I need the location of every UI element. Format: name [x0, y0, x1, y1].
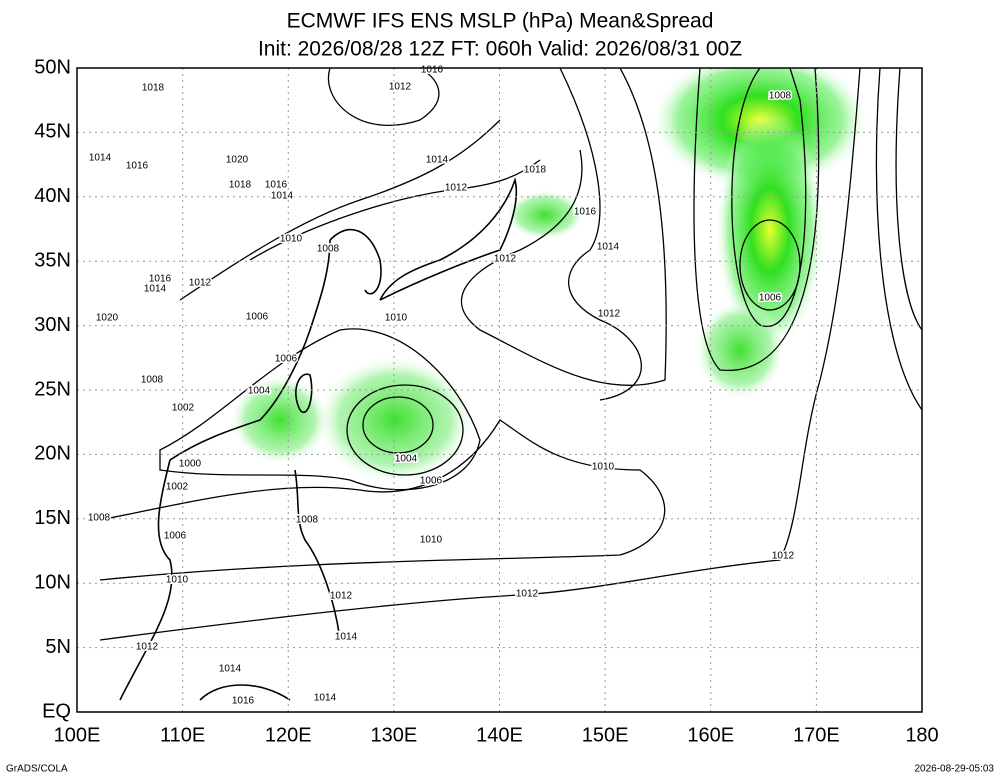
- contour-label: 1012: [389, 82, 412, 93]
- contour-label: 1008: [769, 91, 792, 102]
- y-tick-label: 45N: [34, 121, 71, 143]
- x-tick-label: 120E: [265, 724, 312, 746]
- contour-label: 1018: [142, 83, 165, 94]
- contour-label: 1014: [89, 153, 112, 164]
- contour-label: 1014: [219, 664, 242, 675]
- y-tick-label: 50N: [34, 56, 71, 78]
- contour-label: 1006: [759, 293, 782, 304]
- chart-subtitle: Init: 2026/08/28 12Z FT: 060h Valid: 202…: [258, 38, 742, 61]
- x-tick-label: 130E: [371, 724, 418, 746]
- contour-label: 1010: [166, 575, 189, 586]
- y-tick-label: 35N: [34, 249, 71, 271]
- contour-label: 1012: [136, 642, 159, 653]
- contour-label: 1016: [149, 274, 172, 285]
- contour-label: 1010: [280, 234, 303, 245]
- x-tick-label: 150E: [582, 724, 629, 746]
- contour-label: 1008: [141, 375, 164, 386]
- contour-label: 1014: [335, 632, 358, 643]
- x-tick-label: 110E: [160, 724, 205, 746]
- contour-label: 1014: [271, 191, 294, 202]
- contour-label: 1014: [144, 284, 167, 295]
- x-tick-label: 140E: [476, 724, 523, 746]
- map-area: [99, 68, 922, 701]
- spread-shading: [715, 110, 825, 350]
- contour-label: 1012: [189, 278, 212, 289]
- y-tick-label: 25N: [34, 378, 71, 400]
- contour-label: 1012: [445, 183, 468, 194]
- contour-label: 1002: [172, 403, 195, 414]
- y-tick-label: 40N: [34, 185, 71, 207]
- x-tick-label: 160E: [687, 724, 734, 746]
- contour-label: 1004: [395, 454, 418, 465]
- contour-label: 1002: [166, 482, 189, 493]
- spread-shading: [695, 300, 785, 400]
- contour-label: 1020: [96, 313, 119, 324]
- spread-shading: [505, 190, 585, 240]
- map-frame: [76, 67, 923, 713]
- footer-right: 2026-08-29-05:03: [914, 764, 994, 775]
- spread-shading: [315, 355, 475, 485]
- contour-label: 1004: [248, 386, 271, 397]
- contour-label: 1010: [385, 313, 408, 324]
- contour-label: 1012: [330, 591, 353, 602]
- contour-label: 1006: [164, 531, 187, 542]
- contour-label: 1008: [317, 244, 340, 255]
- y-tick-label: 10N: [34, 571, 71, 593]
- contour-label: 1018: [229, 180, 252, 191]
- contour-label: 1006: [420, 476, 443, 487]
- y-tick-label: 20N: [34, 443, 71, 465]
- contour-label: 1020: [226, 155, 249, 166]
- contour-label: 1008: [296, 515, 319, 526]
- contour-label: 1000: [179, 459, 202, 470]
- contour-label: 1018: [524, 165, 547, 176]
- y-tick-label: EQ: [42, 700, 71, 722]
- contour-label: 1006: [246, 312, 269, 323]
- contour-label: 1008: [88, 513, 111, 524]
- chart-title: ECMWF IFS ENS MSLP (hPa) Mean&Spread: [287, 10, 714, 33]
- contour-label: 1016: [574, 207, 597, 218]
- contour-label: 1014: [426, 155, 449, 166]
- contour-label: 1014: [597, 242, 620, 253]
- footer-left: GrADS/COLA: [6, 764, 68, 775]
- y-tick-label: 5N: [45, 636, 71, 658]
- contour-label: 1014: [314, 693, 337, 704]
- x-tick-label: 180: [905, 724, 938, 746]
- contour-label: 1006: [275, 354, 298, 365]
- spread-shading: [230, 375, 330, 465]
- contour-label: 1012: [598, 309, 621, 320]
- isobars: [99, 68, 922, 641]
- contour-label: 1016: [421, 65, 444, 76]
- contour-label: 1016: [126, 161, 149, 172]
- y-tick-label: 30N: [34, 314, 71, 336]
- contour-label: 1010: [592, 462, 615, 473]
- contour-label: 1010: [420, 535, 443, 546]
- x-tick-label: 170E: [793, 724, 840, 746]
- contour-label: 1012: [772, 551, 795, 562]
- contour-label: 1012: [516, 589, 539, 600]
- x-tick-label: 100E: [54, 724, 101, 746]
- coastlines: [119, 177, 518, 701]
- contour-label: 1012: [494, 254, 517, 265]
- y-tick-label: 15N: [34, 507, 71, 529]
- contour-label: 1016: [265, 180, 288, 191]
- contour-label: 1016: [232, 696, 255, 707]
